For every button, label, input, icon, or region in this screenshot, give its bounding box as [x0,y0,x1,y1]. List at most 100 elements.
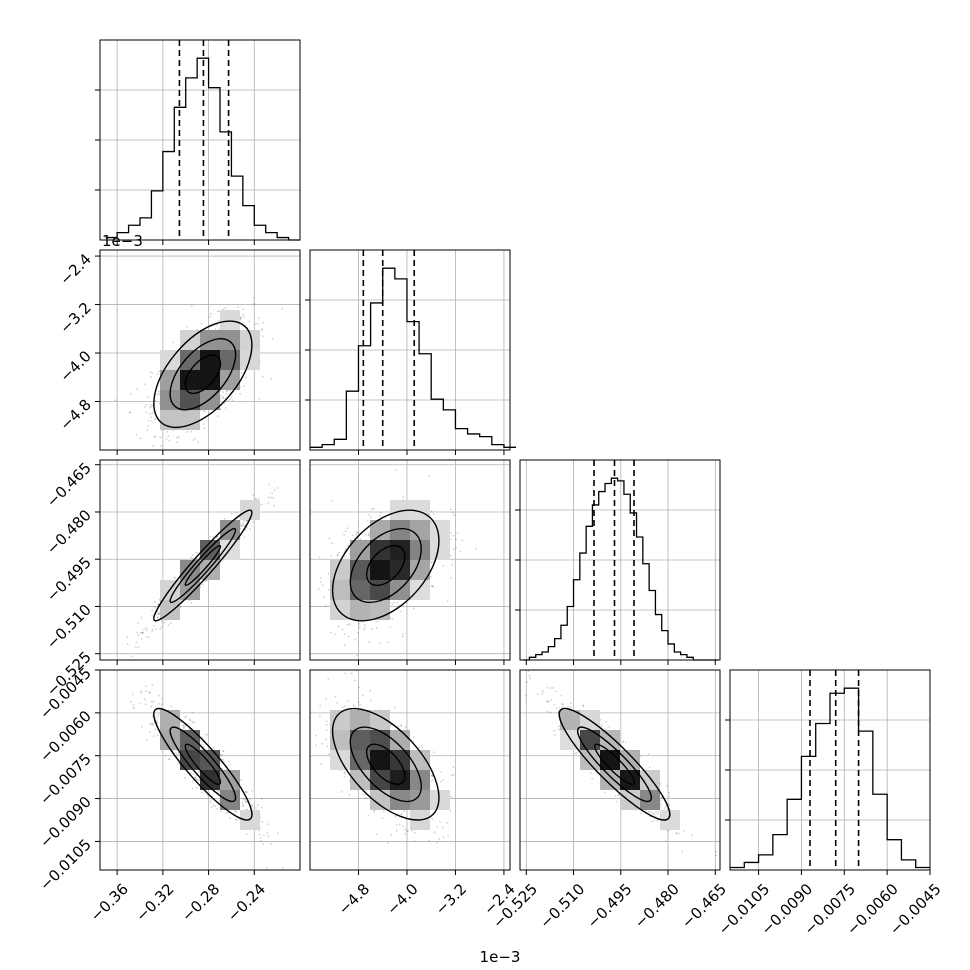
scatter-point [355,533,358,536]
scatter-point [282,866,284,869]
scatter-point [214,805,217,808]
scatter-point [396,601,399,604]
scatter-point [148,692,151,694]
scatter-point [262,842,264,845]
scatter-point [200,791,203,793]
scatter-point [148,691,151,693]
scatter-point [459,550,462,553]
scatter-point [541,692,544,695]
scatter-point [352,534,354,537]
scatter-point [412,736,415,738]
scatter-point [400,610,402,613]
scatter-point [235,511,238,514]
scatter-point [156,616,159,619]
scatter-point [168,440,171,442]
scatter-point [260,328,263,330]
scatter-point [235,810,238,813]
scatter-point [249,528,251,530]
scatter-point [209,801,212,804]
scatter-point [402,633,404,636]
scatter-point [452,774,455,776]
scatter-point [260,806,263,809]
scatter-point [325,604,327,607]
scatter-point [370,699,372,702]
scatter-point [600,725,603,728]
scatter-point [325,729,328,731]
scatter-point [368,535,371,537]
scatter-point [336,554,339,557]
scatter-point [455,546,457,549]
scatter-point [154,435,157,438]
scatter-point [528,675,531,677]
scatter-point [194,437,197,440]
scatter-point [657,812,660,815]
scatter-point [239,527,242,530]
scatter-point [219,390,222,392]
scatter-point [152,735,155,737]
scatter-point [452,534,455,537]
scatter-point [230,512,233,515]
scatter-point [381,817,384,819]
scatter-point [433,831,436,834]
scatter-point [167,435,170,437]
scatter-point [222,750,225,752]
scatter-point [347,699,350,702]
scatter-point [248,320,251,323]
scatter-point [382,810,385,813]
scatter-point [452,548,455,551]
scatter-point [145,739,148,741]
scatter-point [348,623,351,626]
scatter-point [395,823,398,826]
scatter-point [191,305,193,308]
scatter-point [220,810,223,813]
scatter-point [222,396,225,398]
scatter-point [237,306,240,308]
scatter-point [149,406,151,409]
scatter-point [347,544,350,547]
scatter-point [344,672,347,675]
scatter-point [158,390,161,393]
scatter-point [414,831,416,834]
scatter-point [194,776,196,779]
scatter-point [449,810,452,813]
scatter-point [325,738,328,740]
scatter-point [348,553,351,555]
scatter-point [431,560,434,563]
scatter-point [319,581,322,583]
scatter-point [442,836,445,838]
scatter-point [209,312,212,315]
scatter-point [243,520,245,523]
scatter-point [242,522,245,525]
scatter-point [156,721,159,724]
scatter-point [229,398,231,401]
scatter-point [158,393,161,396]
scatter-point [216,310,219,312]
scatter-point [340,790,343,793]
scatter-point [192,721,194,723]
scatter-point [208,316,211,318]
scatter-point [192,780,195,782]
scatter-point [208,792,211,795]
scatter-point [163,621,166,624]
scatter-point [222,750,225,753]
scatter-point [440,781,442,783]
scatter-point [160,445,163,448]
scatter-point [243,536,246,538]
scatter-point [153,625,156,627]
scatter-point [362,793,365,796]
scatter-point [354,638,356,641]
scatter-point [239,393,242,395]
scatter-point [234,810,236,812]
scatter-point [167,758,170,760]
scatter-point [323,596,325,599]
scatter-point [430,561,432,564]
scatter-point [254,497,257,500]
scatter-point [194,776,197,779]
scatter-point [151,412,154,414]
scatter-point [242,798,245,800]
scatter-point [151,715,154,717]
scatter-point [261,821,264,824]
scatter-point [343,644,346,647]
scatter-point [136,387,138,390]
scatter-point [147,419,150,422]
